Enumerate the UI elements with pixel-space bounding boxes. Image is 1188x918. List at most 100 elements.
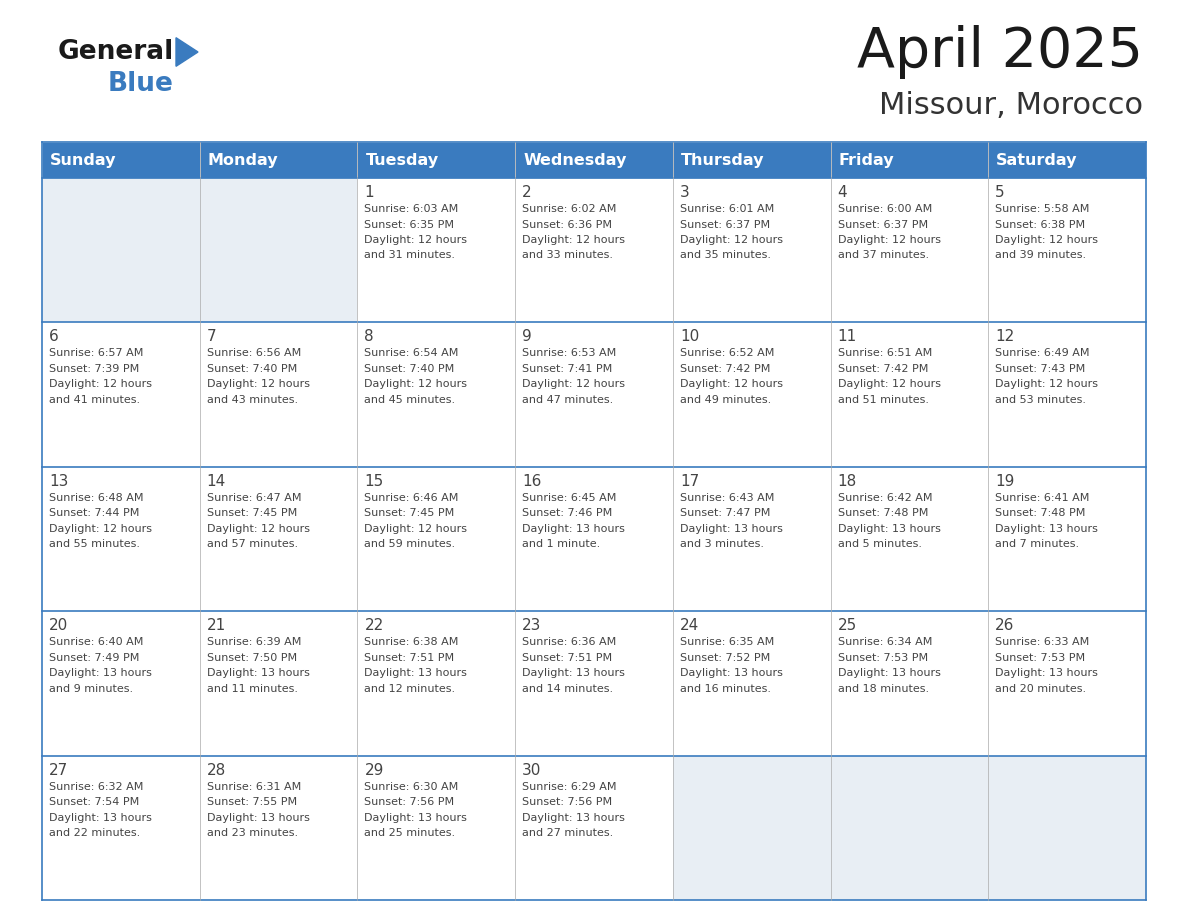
Bar — [358, 322, 516, 466]
Text: Friday: Friday — [839, 152, 895, 167]
Text: Daylight: 12 hours: Daylight: 12 hours — [49, 524, 152, 533]
Text: and 51 minutes.: and 51 minutes. — [838, 395, 929, 405]
Bar — [672, 756, 830, 900]
Text: Monday: Monday — [208, 152, 278, 167]
Text: Sunset: 7:56 PM: Sunset: 7:56 PM — [523, 797, 612, 807]
Text: and 20 minutes.: and 20 minutes. — [996, 684, 1086, 694]
Text: 9: 9 — [523, 330, 532, 344]
Bar — [988, 611, 1146, 756]
Text: Sunrise: 6:35 AM: Sunrise: 6:35 AM — [680, 637, 775, 647]
Text: and 1 minute.: and 1 minute. — [523, 539, 600, 549]
Text: and 5 minutes.: and 5 minutes. — [838, 539, 922, 549]
Text: Sunset: 7:53 PM: Sunset: 7:53 PM — [838, 653, 928, 663]
Text: 27: 27 — [49, 763, 68, 778]
Bar — [358, 178, 516, 322]
Text: and 49 minutes.: and 49 minutes. — [680, 395, 771, 405]
Text: Sunset: 7:47 PM: Sunset: 7:47 PM — [680, 509, 770, 519]
Text: Sunrise: 6:29 AM: Sunrise: 6:29 AM — [523, 781, 617, 791]
Bar — [830, 756, 988, 900]
Text: 18: 18 — [838, 474, 857, 488]
Bar — [516, 611, 672, 756]
Text: Sunrise: 5:58 AM: Sunrise: 5:58 AM — [996, 204, 1089, 214]
Text: April 2025: April 2025 — [857, 25, 1143, 79]
Bar — [988, 466, 1146, 611]
Text: Daylight: 12 hours: Daylight: 12 hours — [365, 379, 467, 389]
Bar — [42, 611, 200, 756]
Text: Sunset: 7:42 PM: Sunset: 7:42 PM — [680, 364, 770, 374]
Text: 15: 15 — [365, 474, 384, 488]
Text: Daylight: 12 hours: Daylight: 12 hours — [680, 235, 783, 245]
Text: and 59 minutes.: and 59 minutes. — [365, 539, 455, 549]
Text: and 9 minutes.: and 9 minutes. — [49, 684, 133, 694]
Text: General: General — [58, 39, 175, 65]
Text: 1: 1 — [365, 185, 374, 200]
Text: 17: 17 — [680, 474, 699, 488]
Text: and 7 minutes.: and 7 minutes. — [996, 539, 1080, 549]
Text: 8: 8 — [365, 330, 374, 344]
Text: and 37 minutes.: and 37 minutes. — [838, 251, 929, 261]
Text: Sunrise: 6:47 AM: Sunrise: 6:47 AM — [207, 493, 302, 503]
Bar — [516, 466, 672, 611]
Text: Sunrise: 6:33 AM: Sunrise: 6:33 AM — [996, 637, 1089, 647]
Text: Sunset: 7:51 PM: Sunset: 7:51 PM — [523, 653, 612, 663]
Bar — [42, 178, 200, 322]
Text: 2: 2 — [523, 185, 532, 200]
Text: 10: 10 — [680, 330, 699, 344]
Bar — [516, 142, 672, 178]
Text: Daylight: 13 hours: Daylight: 13 hours — [207, 812, 310, 823]
Text: Sunset: 7:51 PM: Sunset: 7:51 PM — [365, 653, 455, 663]
Text: and 22 minutes.: and 22 minutes. — [49, 828, 140, 838]
Text: 21: 21 — [207, 618, 226, 633]
Text: Daylight: 13 hours: Daylight: 13 hours — [523, 524, 625, 533]
Text: Sunset: 7:45 PM: Sunset: 7:45 PM — [365, 509, 455, 519]
Bar — [42, 756, 200, 900]
Text: 11: 11 — [838, 330, 857, 344]
Bar — [516, 756, 672, 900]
Text: and 55 minutes.: and 55 minutes. — [49, 539, 140, 549]
Text: Sunset: 6:37 PM: Sunset: 6:37 PM — [838, 219, 928, 230]
Text: Sunrise: 6:57 AM: Sunrise: 6:57 AM — [49, 349, 144, 358]
Text: 6: 6 — [49, 330, 58, 344]
Text: 30: 30 — [523, 763, 542, 778]
Text: Sunrise: 6:51 AM: Sunrise: 6:51 AM — [838, 349, 931, 358]
Text: Tuesday: Tuesday — [366, 152, 438, 167]
Text: Daylight: 12 hours: Daylight: 12 hours — [680, 379, 783, 389]
Text: 7: 7 — [207, 330, 216, 344]
Text: Wednesday: Wednesday — [523, 152, 626, 167]
Text: Thursday: Thursday — [681, 152, 764, 167]
Bar — [672, 466, 830, 611]
Text: and 45 minutes.: and 45 minutes. — [365, 395, 455, 405]
Text: Sunrise: 6:03 AM: Sunrise: 6:03 AM — [365, 204, 459, 214]
Text: and 41 minutes.: and 41 minutes. — [49, 395, 140, 405]
Text: Sunset: 7:40 PM: Sunset: 7:40 PM — [365, 364, 455, 374]
Text: and 16 minutes.: and 16 minutes. — [680, 684, 771, 694]
Text: Sunrise: 6:43 AM: Sunrise: 6:43 AM — [680, 493, 775, 503]
Bar — [988, 756, 1146, 900]
Text: Daylight: 12 hours: Daylight: 12 hours — [49, 379, 152, 389]
Text: and 57 minutes.: and 57 minutes. — [207, 539, 298, 549]
Text: Sunrise: 6:56 AM: Sunrise: 6:56 AM — [207, 349, 301, 358]
Text: Sunset: 7:49 PM: Sunset: 7:49 PM — [49, 653, 139, 663]
Text: Sunrise: 6:41 AM: Sunrise: 6:41 AM — [996, 493, 1089, 503]
Text: and 3 minutes.: and 3 minutes. — [680, 539, 764, 549]
Text: 13: 13 — [49, 474, 69, 488]
Text: Sunrise: 6:01 AM: Sunrise: 6:01 AM — [680, 204, 775, 214]
Text: Sunday: Sunday — [50, 152, 116, 167]
Bar — [42, 466, 200, 611]
Text: Sunset: 7:41 PM: Sunset: 7:41 PM — [523, 364, 612, 374]
Text: Sunset: 7:40 PM: Sunset: 7:40 PM — [207, 364, 297, 374]
Text: 22: 22 — [365, 618, 384, 633]
Text: Sunset: 7:46 PM: Sunset: 7:46 PM — [523, 509, 612, 519]
Text: 28: 28 — [207, 763, 226, 778]
Bar — [830, 178, 988, 322]
Text: Missour, Morocco: Missour, Morocco — [879, 91, 1143, 119]
Text: Daylight: 12 hours: Daylight: 12 hours — [365, 524, 467, 533]
Text: Sunrise: 6:34 AM: Sunrise: 6:34 AM — [838, 637, 931, 647]
Text: Sunrise: 6:46 AM: Sunrise: 6:46 AM — [365, 493, 459, 503]
Text: and 33 minutes.: and 33 minutes. — [523, 251, 613, 261]
Bar — [672, 178, 830, 322]
Text: Sunset: 7:54 PM: Sunset: 7:54 PM — [49, 797, 139, 807]
Text: Sunset: 7:56 PM: Sunset: 7:56 PM — [365, 797, 455, 807]
Text: and 47 minutes.: and 47 minutes. — [523, 395, 613, 405]
Bar — [672, 142, 830, 178]
